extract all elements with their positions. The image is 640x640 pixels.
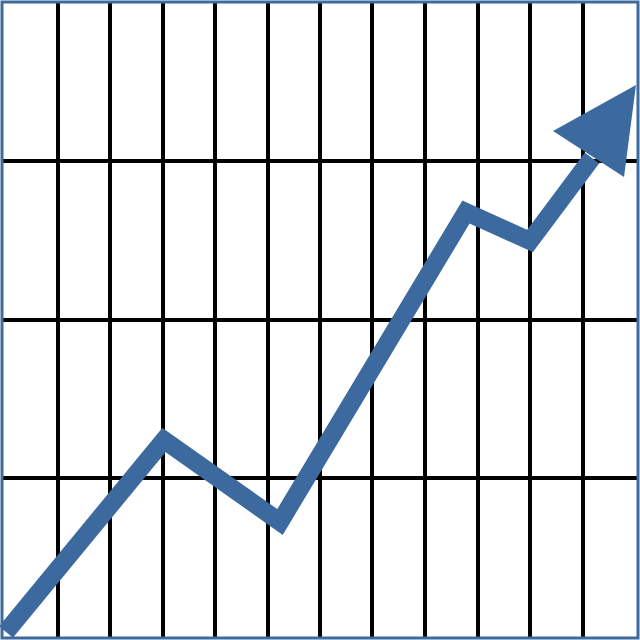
grid bbox=[3, 3, 637, 637]
trend-line bbox=[0, 152, 600, 638]
arrow-head bbox=[553, 85, 636, 177]
